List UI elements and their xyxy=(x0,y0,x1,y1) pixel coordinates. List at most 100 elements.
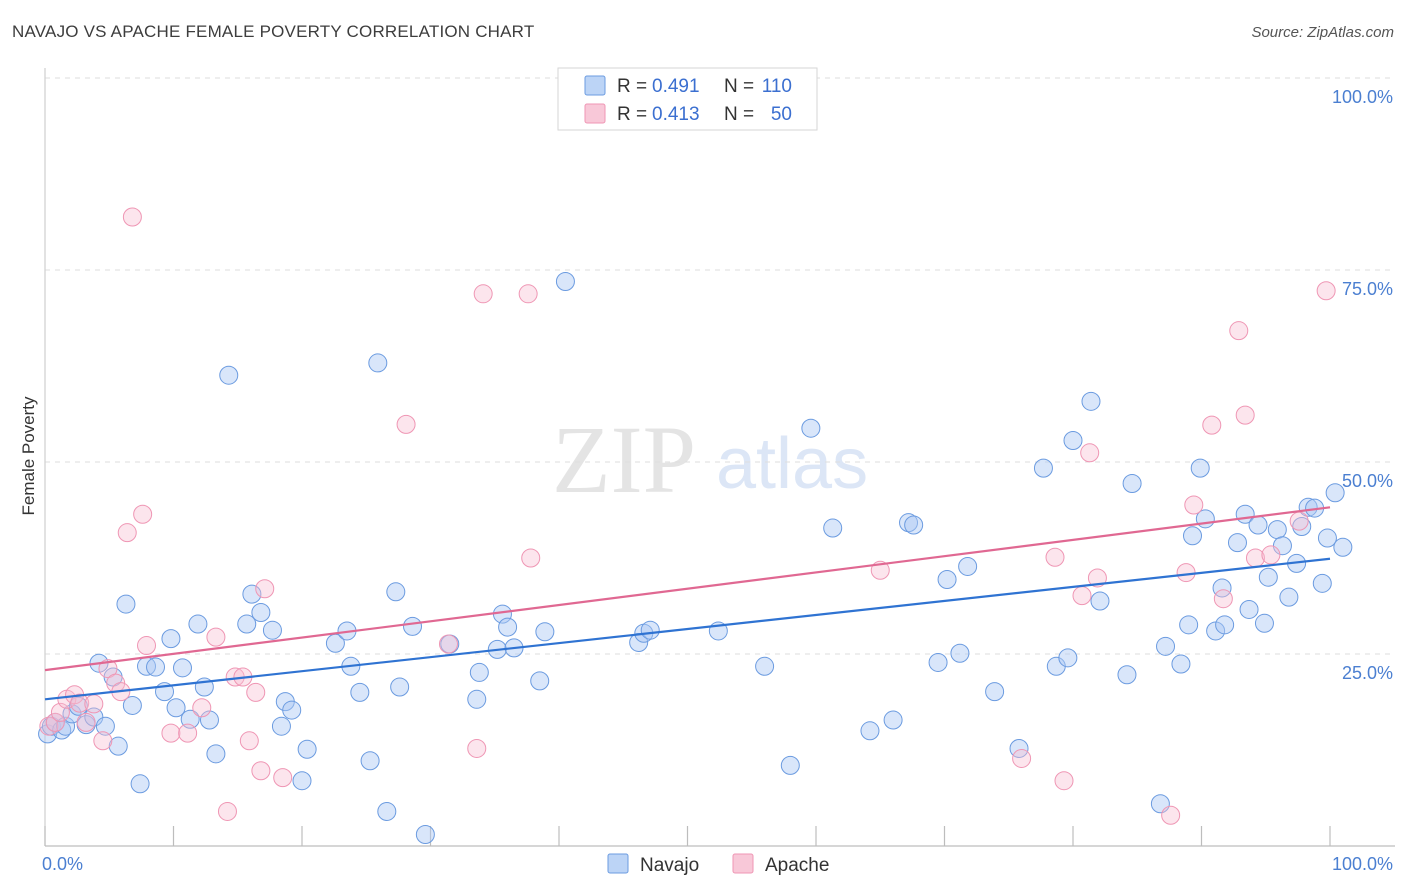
navajo-point-15 xyxy=(130,774,150,794)
navajo-point-85 xyxy=(1156,636,1176,656)
watermark-zip: ZIP xyxy=(552,406,696,513)
apache-point-19 xyxy=(206,627,226,647)
legend-apache-n-value: 50 xyxy=(771,104,792,125)
navajo-point-43 xyxy=(377,801,397,821)
navajo-point-53 xyxy=(498,617,518,637)
navajo-point-66 xyxy=(860,721,880,741)
apache-points xyxy=(39,207,1336,825)
navajo-point-80 xyxy=(1081,391,1101,411)
apache-point-29 xyxy=(473,284,493,304)
navajo-point-68 xyxy=(899,513,919,533)
apache-point-36 xyxy=(1045,547,1065,567)
source-label: Source: ZipAtlas.com xyxy=(1251,24,1394,41)
navajo-point-64 xyxy=(801,418,821,438)
legend-apache-n-label: N = xyxy=(724,104,754,125)
navajo-point-104 xyxy=(1292,517,1312,537)
navajo-point-98 xyxy=(1254,613,1274,633)
navajo-point-22 xyxy=(180,709,200,729)
navajo-point-87 xyxy=(1179,615,1199,635)
navajo-point-10 xyxy=(95,716,115,736)
watermark-atlas: atlas xyxy=(716,424,868,504)
navajo-point-40 xyxy=(350,682,370,702)
legend: R = 0.491 N = 110 R = 0.413 N = 50 xyxy=(557,67,818,131)
navajo-point-19 xyxy=(161,629,181,649)
navajo-point-12 xyxy=(108,736,128,756)
apache-point-14 xyxy=(133,504,153,524)
trend-lines xyxy=(44,506,1331,701)
x-tick-label-min: 0.0% xyxy=(42,854,83,874)
x-ticks xyxy=(44,826,1331,846)
apache-point-9 xyxy=(98,659,118,679)
apache-point-28 xyxy=(438,634,458,654)
apache-point-43 xyxy=(1184,495,1204,515)
x-tick-label-max: 100.0% xyxy=(1332,854,1393,874)
apache-point-26 xyxy=(255,579,275,599)
navajo-point-79 xyxy=(1063,430,1083,450)
bottom-legend-navajo-swatch xyxy=(607,853,629,874)
apache-point-50 xyxy=(1289,511,1309,531)
navajo-point-99 xyxy=(1258,567,1278,587)
navajo-point-81 xyxy=(1090,591,1110,611)
apache-point-6 xyxy=(76,712,96,732)
navajo-point-78 xyxy=(1058,648,1078,668)
apache-point-23 xyxy=(239,731,259,751)
legend-navajo-n-value: 110 xyxy=(762,76,792,97)
navajo-point-71 xyxy=(937,570,957,590)
navajo-point-26 xyxy=(206,744,226,764)
navajo-point-65 xyxy=(823,518,843,538)
apache-point-8 xyxy=(93,731,113,751)
navajo-point-108 xyxy=(1317,528,1337,548)
y-tick-label-0: 100.0% xyxy=(1332,87,1393,107)
chart-title: NAVAJO VS APACHE FEMALE POVERTY CORRELAT… xyxy=(12,22,535,41)
navajo-point-105 xyxy=(1298,497,1318,517)
legend-apache-swatch xyxy=(584,103,606,124)
navajo-point-50 xyxy=(469,662,489,682)
navajo-point-89 xyxy=(1190,458,1210,478)
navajo-point-82 xyxy=(1117,665,1137,685)
bottom-legend-apache-swatch xyxy=(732,853,754,874)
apache-point-51 xyxy=(1316,281,1336,301)
navajo-point-110 xyxy=(1333,537,1353,557)
apache-point-17 xyxy=(178,723,198,743)
navajo-point-60 xyxy=(640,620,660,640)
navajo-point-42 xyxy=(368,353,388,373)
navajo-point-69 xyxy=(904,515,924,535)
navajo-point-23 xyxy=(188,614,208,634)
apache-point-24 xyxy=(246,682,266,702)
apache-point-31 xyxy=(521,548,541,568)
apache-point-37 xyxy=(1054,771,1074,791)
navajo-point-94 xyxy=(1227,533,1247,553)
apache-point-12 xyxy=(117,523,137,543)
y-axis-title: Female Poverty xyxy=(19,396,38,516)
bottom-legend-navajo-label: Navajo xyxy=(640,855,699,876)
legend-apache-r-value: 0.413 xyxy=(652,104,700,125)
navajo-point-101 xyxy=(1272,536,1292,556)
y-tick-label-1: 75.0% xyxy=(1342,279,1393,299)
navajo-point-25 xyxy=(199,710,219,730)
apache-point-42 xyxy=(1176,563,1196,583)
y-tick-label-2: 50.0% xyxy=(1342,471,1393,491)
navajo-points xyxy=(38,272,1353,844)
navajo-point-109 xyxy=(1325,483,1345,503)
navajo-point-72 xyxy=(950,643,970,663)
navajo-point-21 xyxy=(172,658,192,678)
apache-point-16 xyxy=(161,723,181,743)
navajo-point-27 xyxy=(219,365,239,385)
navajo-point-86 xyxy=(1171,654,1191,674)
navajo-point-76 xyxy=(1033,458,1053,478)
navajo-point-35 xyxy=(292,771,312,791)
navajo-point-13 xyxy=(116,594,136,614)
navajo-point-47 xyxy=(415,824,435,844)
apache-point-35 xyxy=(1012,748,1032,768)
navajo-point-102 xyxy=(1279,587,1299,607)
apache-point-30 xyxy=(518,284,538,304)
apache-trend-line xyxy=(44,506,1331,672)
navajo-point-74 xyxy=(985,682,1005,702)
legend-navajo-r-label: R = xyxy=(617,76,647,97)
navajo-point-100 xyxy=(1267,520,1287,540)
navajo-point-88 xyxy=(1183,526,1203,546)
apache-point-1 xyxy=(45,712,65,732)
navajo-point-34 xyxy=(282,700,302,720)
navajo-point-57 xyxy=(555,272,575,292)
